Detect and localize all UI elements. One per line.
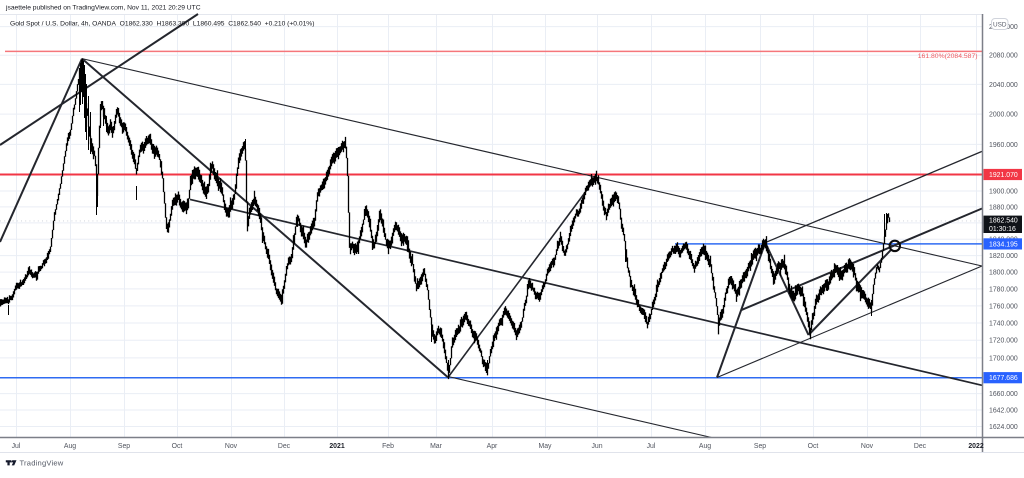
svg-text:1624.000: 1624.000: [989, 424, 1018, 431]
svg-text:Oct: Oct: [172, 443, 183, 450]
svg-text:Jul: Jul: [12, 443, 21, 450]
svg-text:jsaettele published on Trading: jsaettele published on TradingView.com, …: [5, 4, 201, 11]
svg-text:Apr: Apr: [487, 443, 498, 450]
svg-text:1720.000: 1720.000: [989, 338, 1018, 345]
svg-text:1820.000: 1820.000: [989, 253, 1018, 260]
svg-text:2021: 2021: [329, 443, 344, 450]
svg-text:TradingView: TradingView: [20, 459, 64, 468]
svg-text:1700.000: 1700.000: [989, 355, 1018, 362]
svg-text:Sep: Sep: [754, 443, 766, 450]
svg-text:Feb: Feb: [382, 443, 394, 450]
svg-text:May: May: [538, 443, 552, 450]
svg-text:1642.000: 1642.000: [989, 407, 1018, 414]
svg-text:Aug: Aug: [699, 443, 711, 450]
svg-text:2000.000: 2000.000: [989, 112, 1018, 119]
svg-text:1800.000: 1800.000: [989, 270, 1018, 277]
svg-text:Aug: Aug: [64, 443, 76, 450]
svg-text:1960.000: 1960.000: [989, 142, 1018, 149]
svg-text:USD: USD: [993, 21, 1007, 28]
svg-text:Gold Spot / U.S. Dollar, 4h, O: Gold Spot / U.S. Dollar, 4h, OANDA O1862…: [10, 20, 314, 27]
svg-text:2040.000: 2040.000: [989, 82, 1018, 89]
svg-text:Nov: Nov: [225, 443, 238, 450]
svg-text:01:30:16: 01:30:16: [989, 226, 1016, 233]
svg-text:Jun: Jun: [591, 443, 602, 450]
svg-text:Nov: Nov: [861, 443, 874, 450]
svg-text:Sep: Sep: [118, 443, 130, 450]
svg-text:Dec: Dec: [278, 443, 291, 450]
svg-text:Dec: Dec: [914, 443, 927, 450]
svg-text:Oct: Oct: [808, 443, 819, 450]
svg-text:1660.000: 1660.000: [989, 391, 1018, 398]
svg-text:1862.540: 1862.540: [989, 218, 1018, 225]
svg-text:1880.000: 1880.000: [989, 204, 1018, 211]
svg-text:1900.000: 1900.000: [989, 188, 1018, 195]
svg-text:1760.000: 1760.000: [989, 303, 1018, 310]
svg-text:Jul: Jul: [647, 443, 656, 450]
svg-text:1834.195: 1834.195: [989, 241, 1018, 248]
svg-text:2022: 2022: [968, 443, 983, 450]
svg-text:Mar: Mar: [430, 443, 443, 450]
svg-text:1740.000: 1740.000: [989, 320, 1018, 327]
svg-text:161.80%(2084.587): 161.80%(2084.587): [918, 53, 978, 60]
svg-text:1921.070: 1921.070: [989, 172, 1018, 179]
svg-text:1780.000: 1780.000: [989, 286, 1018, 293]
svg-text:1677.686: 1677.686: [989, 375, 1018, 382]
svg-text:2080.000: 2080.000: [989, 53, 1018, 60]
